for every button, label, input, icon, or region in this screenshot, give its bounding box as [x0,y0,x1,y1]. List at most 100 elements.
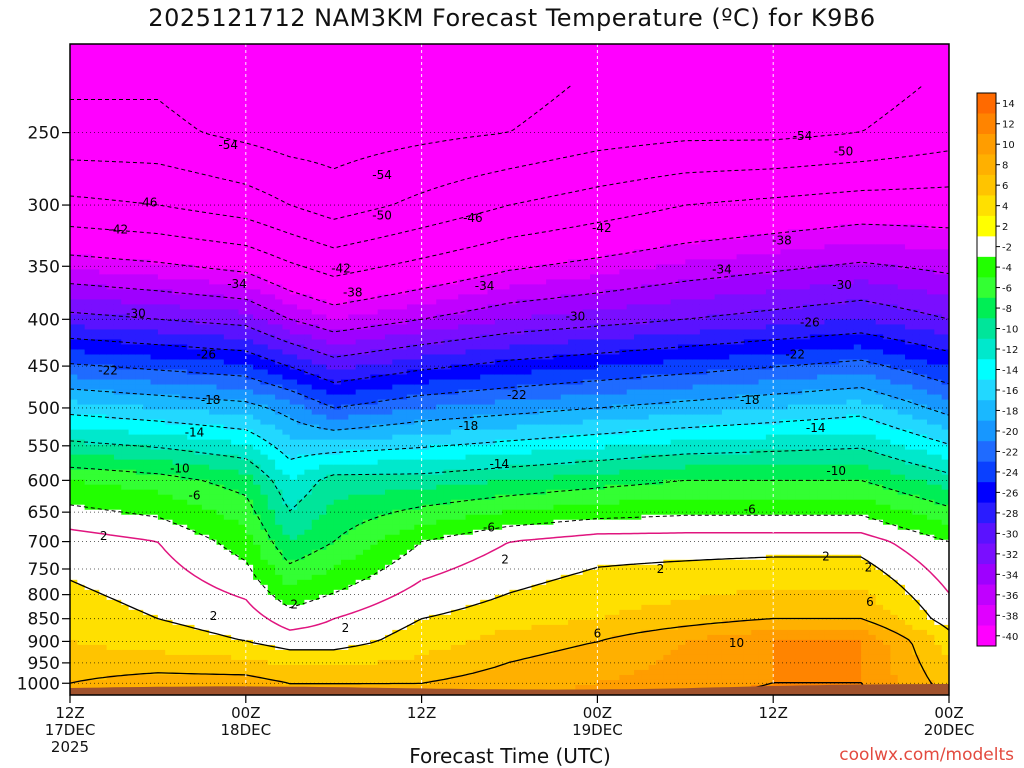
field-cell [260,359,269,366]
field-cell [187,469,196,476]
field-cell [282,279,291,285]
field-cell [77,624,86,631]
field-cell [84,79,93,85]
field-cell [84,94,93,100]
field-cell [282,114,291,120]
field-cell [128,474,137,481]
field-cell [128,144,137,150]
field-cell [341,679,349,686]
field-cell [165,389,174,396]
field-cell [209,439,218,446]
field-cell [304,94,313,100]
field-cell [128,334,137,341]
field-cell [84,239,93,245]
field-cell [150,104,159,110]
field-cell [304,404,313,411]
field-cell [260,139,269,145]
field-cell [194,79,203,85]
field-cell [231,524,240,531]
field-cell [311,634,320,641]
field-cell [187,74,196,80]
field-cell [121,589,130,596]
field-cell [348,324,357,331]
field-cell [253,159,262,165]
field-cell [333,74,342,80]
field-cell [150,449,159,456]
field-cell [121,674,130,681]
field-cell [275,424,284,431]
field-cell [187,374,196,381]
field-cell [333,644,342,651]
field-cell [157,394,166,401]
field-cell [77,639,86,646]
field-cell [341,574,349,581]
field-cell [99,419,108,426]
field-cell [194,399,203,406]
field-cell [70,89,78,95]
field-cell [77,644,86,651]
field-cell [311,369,320,376]
field-cell [84,379,93,386]
field-cell [165,159,174,165]
field-cell [319,434,327,441]
field-cell [209,274,218,280]
field-cell [297,339,305,346]
field-cell [135,679,144,686]
field-cell [209,534,218,541]
field-cell [113,49,122,55]
field-cell [135,634,144,641]
field-cell [223,609,232,616]
field-cell [297,319,305,326]
field-cell [106,164,115,170]
field-cell [121,614,130,621]
field-cell [128,124,137,130]
field-cell [121,329,130,336]
field-cell [91,434,100,441]
field-cell [91,559,100,566]
field-cell [128,389,137,396]
field-cell [77,364,86,371]
field-cell [121,109,130,115]
field-cell [297,459,305,466]
field-cell [289,354,298,361]
field-cell [150,154,159,160]
field-cell [201,594,210,601]
field-cell [275,604,284,611]
field-cell [99,509,108,516]
field-cell [187,544,196,551]
field-cell [194,644,203,651]
field-cell [275,674,284,681]
field-cell [282,369,291,376]
field-cell [165,369,174,376]
field-cell [70,139,78,145]
field-cell [201,509,210,516]
field-cell [70,434,78,441]
field-cell [319,459,327,466]
field-cell [231,324,240,331]
field-cell [99,199,108,205]
field-cell [267,449,276,456]
field-cell [106,629,115,636]
field-cell [311,344,320,351]
field-cell [341,119,349,125]
field-cell [135,379,144,386]
field-cell [201,519,210,526]
field-cell [311,374,320,381]
field-cell [333,99,342,105]
field-cell [216,599,225,606]
field-cell [135,269,144,275]
field-cell [311,54,320,60]
field-cell [245,149,254,155]
field-cell [84,114,93,120]
field-cell [253,544,262,551]
field-cell [179,454,188,461]
field-cell [341,524,349,531]
field-cell [77,519,86,526]
field-cell [135,424,144,431]
field-cell [231,594,240,601]
field-cell [121,49,130,55]
field-cell [70,619,78,626]
field-cell [289,274,298,280]
field-cell [282,209,291,215]
field-cell [91,269,100,275]
